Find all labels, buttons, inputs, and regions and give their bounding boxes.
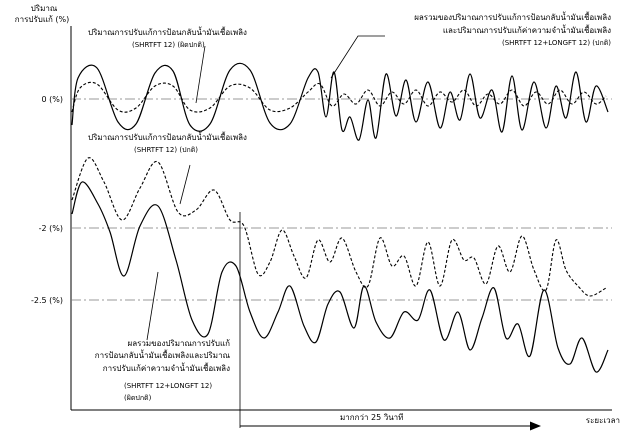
annotation-top-left-line1: ปริมาณการปรับแก้การป้อนกลับน้ำมันเชื้อเพ… xyxy=(88,26,247,37)
level-label-minus2: -2 (%) xyxy=(39,224,63,233)
y-axis-title-line1: ปริมาณ xyxy=(31,4,58,13)
annotation-bottom-left-line3: การปรับแก้ค่าความจำน้ำมันเชื้อเพลิง xyxy=(103,362,230,373)
waveform-shrtft-longft-normal xyxy=(71,62,609,141)
annotation-top-left-line2: (SHRTFT 12) (ผิดปกติ) xyxy=(132,41,205,49)
annotation-bottom-left-line2: การป้อนกลับน้ำมันเชื้อเพลิงและปริมาณ xyxy=(95,349,231,360)
waveform-shrtft-longft-abnormal xyxy=(71,181,609,373)
annotation-bottom-left-line5: (ผิดปกติ) xyxy=(124,394,152,402)
duration-label: มากกว่า 25 วินาที xyxy=(340,413,403,422)
leader-bottom xyxy=(146,271,159,341)
leader-middle xyxy=(179,164,191,205)
annotation-middle-left-line2: (SHRTFT 12) (ปกติ) xyxy=(134,146,198,154)
annotation-bottom-left-line1: ผลรวมของปริมาณการปรับแก้ xyxy=(128,339,231,348)
annotation-top-right-line2: และปริมาณการปรับแก้ค่าความจำน้ำมันเชื้อเ… xyxy=(443,24,611,35)
waveform-shrtft-abnormal xyxy=(71,81,607,113)
leader-top-right xyxy=(330,35,385,79)
annotation-bottom-left-line4: (SHRTFT 12+LONGFT 12) xyxy=(124,382,212,390)
annotation-middle-left-line1: ปริมาณการปรับแก้การป้อนกลับน้ำมันเชื้อเพ… xyxy=(88,131,247,142)
x-axis-label: ระยะเวลา xyxy=(586,416,620,425)
annotation-top-right-line1: ผลรวมของปริมาณการปรับแก้การป้อนกลับน้ำมั… xyxy=(414,11,611,22)
leader-top-left xyxy=(195,45,206,104)
annotation-top-right-line3: (SHRTFT 12+LONGFT 12) (ปกติ) xyxy=(502,39,611,47)
level-label-minus2-5: -2.5 (%) xyxy=(31,296,63,305)
y-axis-title-line2: การปรับแก้ (%) xyxy=(15,15,69,24)
waveform-shrtft-normal xyxy=(71,157,607,297)
duration-arrow-head-icon xyxy=(530,421,541,431)
level-label-zero: 0 (%) xyxy=(42,95,63,104)
